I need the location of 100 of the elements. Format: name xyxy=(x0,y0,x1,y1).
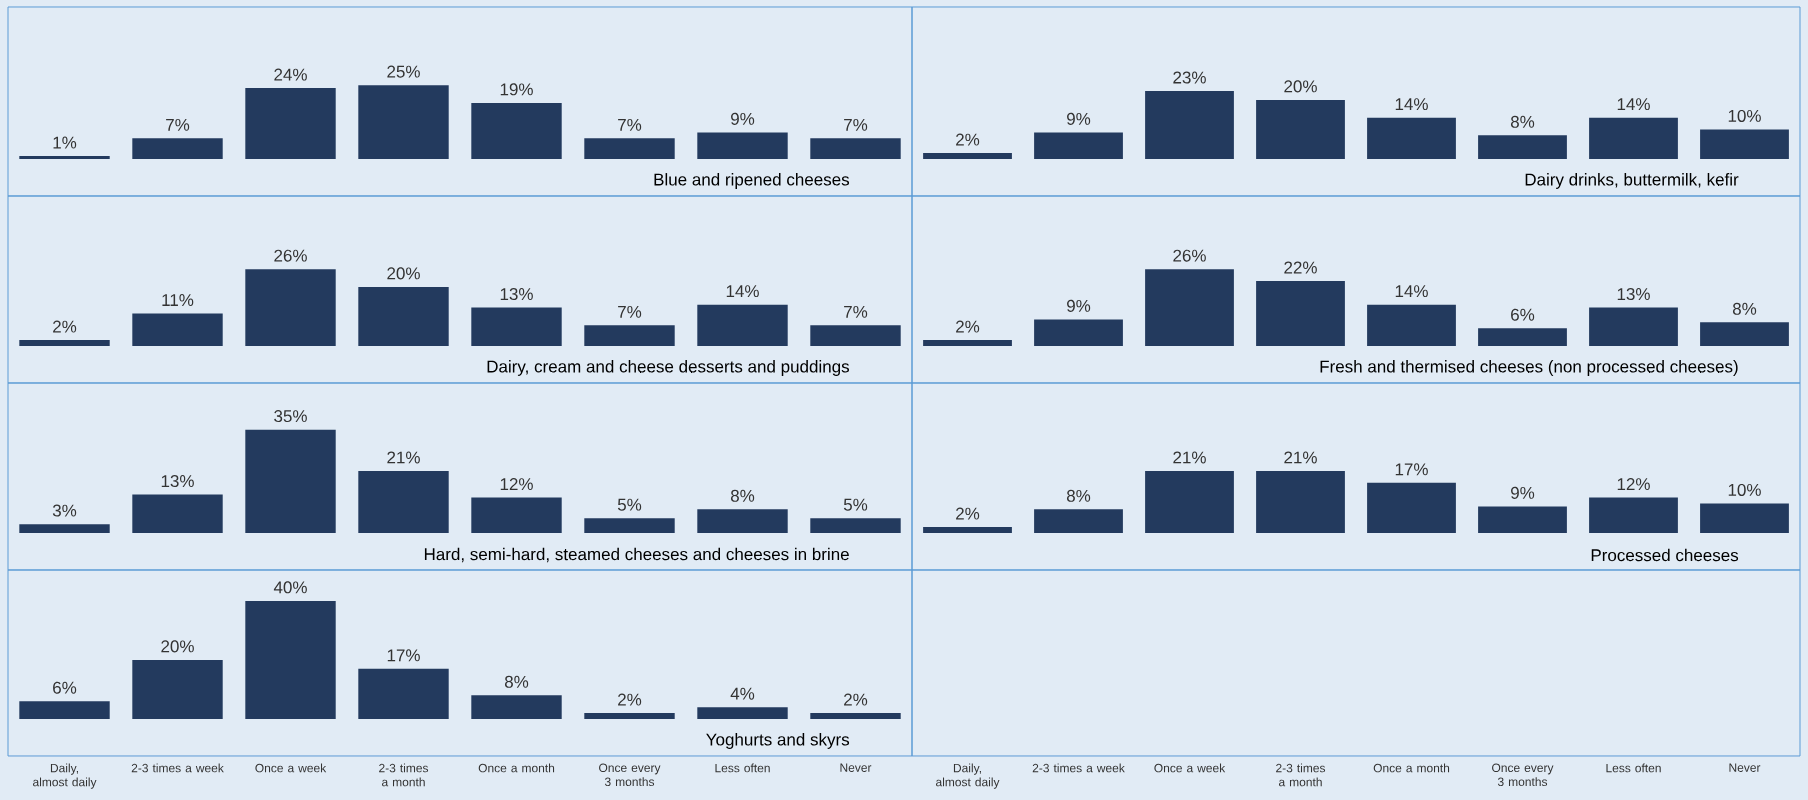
bar xyxy=(1589,307,1678,346)
data-label: 26% xyxy=(1173,249,1206,262)
data-label: 35% xyxy=(274,410,307,423)
data-label: 20% xyxy=(161,640,194,653)
x-tick-label: Never xyxy=(1729,763,1761,772)
bar xyxy=(132,138,223,159)
bar xyxy=(1367,117,1456,159)
bar xyxy=(584,325,675,346)
bar xyxy=(697,509,788,533)
data-label: 8% xyxy=(504,675,529,688)
bar xyxy=(1145,91,1234,159)
bar xyxy=(1478,506,1567,533)
bar xyxy=(245,600,336,719)
bar xyxy=(471,497,562,533)
data-label: 13% xyxy=(1617,288,1650,301)
data-label: 21% xyxy=(1284,451,1317,464)
bar xyxy=(471,102,562,159)
x-tick-label: Once a month xyxy=(478,763,555,773)
bar xyxy=(19,340,110,346)
data-label: 10% xyxy=(1728,109,1761,122)
data-label: 26% xyxy=(274,249,307,262)
text: Dairy drinks, buttermilk, kefir xyxy=(1525,173,1739,189)
bar xyxy=(1256,99,1345,159)
x-tick-label: 2-3 times a month xyxy=(1276,763,1326,787)
bar xyxy=(1589,497,1678,533)
bar xyxy=(697,304,788,346)
bar xyxy=(584,713,675,719)
data-label: 20% xyxy=(387,267,420,280)
data-label: 21% xyxy=(387,451,420,464)
bar xyxy=(19,524,110,533)
data-label: 1% xyxy=(53,136,77,149)
text: Processed cheeses xyxy=(1591,548,1739,562)
data-label: 9% xyxy=(1067,299,1091,312)
bar xyxy=(697,707,788,719)
data-label: 10% xyxy=(1728,483,1761,496)
bar xyxy=(19,156,110,159)
bar xyxy=(1700,503,1789,533)
bar xyxy=(1034,132,1123,159)
data-label: 12% xyxy=(500,478,533,491)
data-label: 7% xyxy=(166,118,190,131)
x-tick-label: Once every 3 months xyxy=(1492,763,1554,787)
x-tick-label: Daily, almost daily xyxy=(33,763,97,789)
data-label: 3% xyxy=(52,504,77,517)
bar xyxy=(132,659,223,719)
data-label: 2% xyxy=(844,693,868,706)
data-label: 7% xyxy=(618,118,642,131)
data-label: 7% xyxy=(844,305,868,318)
data-label: 23% xyxy=(1173,71,1206,84)
bar xyxy=(358,286,449,346)
data-label: 14% xyxy=(726,285,759,298)
data-label: 8% xyxy=(1510,115,1535,128)
text: Yoghurts and skyrs xyxy=(706,733,850,749)
bar xyxy=(245,88,336,159)
bar xyxy=(1700,129,1789,159)
data-label: 22% xyxy=(1284,261,1317,274)
bar xyxy=(1478,328,1567,346)
data-label: 11% xyxy=(162,294,194,306)
text: Dairy, cream and cheese desserts and puddings xyxy=(487,360,850,376)
x-tick-label: 2-3 times a week xyxy=(1032,763,1125,773)
bar xyxy=(19,701,110,719)
bar xyxy=(358,668,449,719)
bar xyxy=(471,307,562,346)
data-label: 2% xyxy=(956,133,980,146)
data-label: 4% xyxy=(730,687,755,700)
bar xyxy=(1367,482,1456,533)
data-label: 17% xyxy=(387,649,420,662)
bar xyxy=(245,269,336,346)
bar xyxy=(1700,322,1789,346)
data-label: 8% xyxy=(1732,302,1757,315)
data-label: 2% xyxy=(618,693,642,706)
data-label: 7% xyxy=(618,305,642,318)
data-label: 14% xyxy=(1395,285,1428,298)
x-tick-label: Once every 3 months xyxy=(599,763,661,787)
bar xyxy=(358,470,449,533)
bar xyxy=(132,313,223,346)
data-label: 2% xyxy=(956,507,980,520)
x-tick-label: Less often xyxy=(715,763,770,773)
bar xyxy=(923,153,1012,159)
data-label: 20% xyxy=(1284,80,1317,93)
data-label: 14% xyxy=(1617,98,1650,111)
bar xyxy=(810,713,901,719)
x-tick-label: Once a week xyxy=(255,763,327,773)
bar xyxy=(132,494,223,533)
data-label: 7% xyxy=(844,118,868,131)
data-label: 12% xyxy=(1617,478,1650,491)
data-label: 9% xyxy=(1511,486,1535,499)
data-label: 25% xyxy=(387,65,420,78)
bar xyxy=(1367,304,1456,346)
x-tick-label: 2-3 times a week xyxy=(131,763,224,773)
bar xyxy=(1145,470,1234,533)
bar xyxy=(1478,135,1567,159)
data-label: 8% xyxy=(1066,489,1091,502)
bar xyxy=(1034,319,1123,346)
bar xyxy=(1589,117,1678,159)
x-tick-label: 2-3 times a month xyxy=(379,763,429,787)
data-label: 13% xyxy=(161,475,194,488)
bar xyxy=(697,132,788,159)
bar xyxy=(810,325,901,346)
text: Blue and ripened cheeses xyxy=(654,173,850,189)
data-label: 5% xyxy=(617,498,642,511)
